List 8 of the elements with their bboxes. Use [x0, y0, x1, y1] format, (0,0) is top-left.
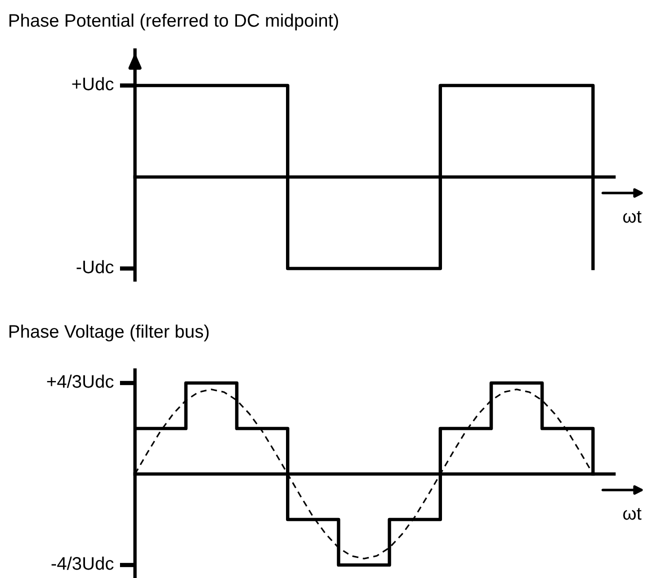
x-axis-title: ωt — [623, 210, 642, 223]
x-axis-title: ωt — [623, 508, 642, 520]
chart-title: Phase Voltage (filter bus) — [9, 324, 209, 342]
text: -Udc — [76, 260, 114, 274]
text: +Udc — [72, 77, 114, 90]
text: -4/3Udc — [52, 556, 114, 570]
chart-title: Phase Potential (referred to DC midpoint) — [9, 14, 338, 30]
text: +4/3Udc — [47, 374, 114, 388]
